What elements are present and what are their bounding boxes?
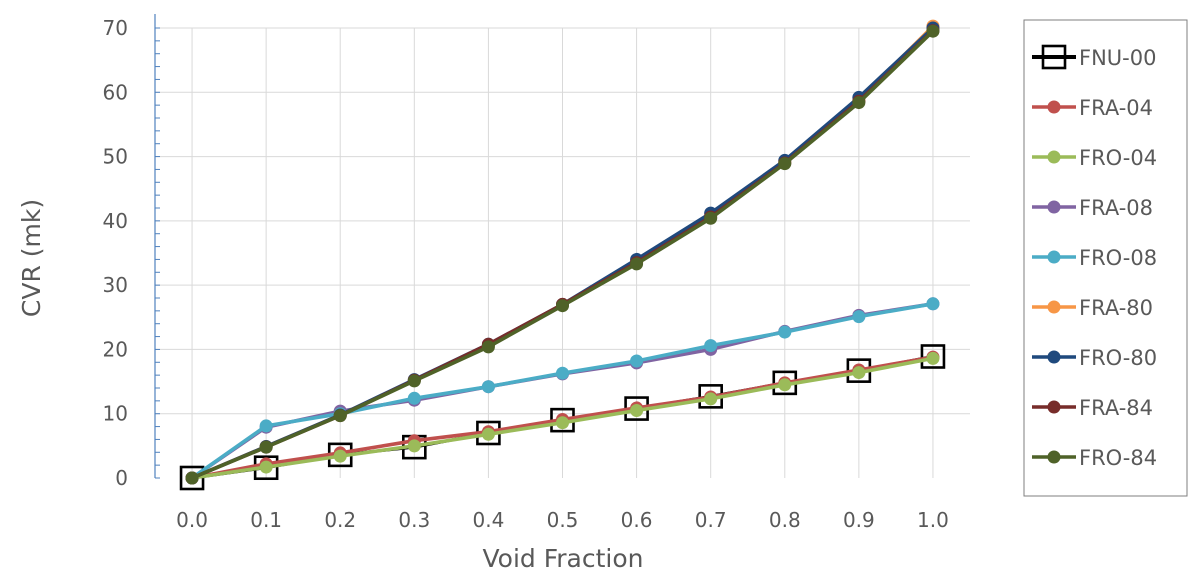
data-point bbox=[704, 211, 718, 225]
data-point bbox=[556, 416, 569, 430]
data-point bbox=[556, 299, 569, 313]
data-point bbox=[407, 391, 421, 405]
y-tick-label: 0 bbox=[115, 466, 128, 490]
legend-marker bbox=[1047, 350, 1061, 364]
data-point bbox=[481, 380, 495, 394]
data-point bbox=[259, 419, 273, 433]
x-tick-label: 0.0 bbox=[176, 508, 208, 532]
legend-marker bbox=[1041, 44, 1067, 70]
y-tick-label: 60 bbox=[103, 80, 128, 104]
series-fro-08 bbox=[185, 297, 940, 485]
data-point bbox=[259, 440, 273, 454]
grid-lines bbox=[155, 27, 970, 478]
data-point bbox=[926, 297, 940, 311]
series-lines bbox=[179, 19, 946, 491]
legend-label: FRA-84 bbox=[1079, 396, 1153, 420]
data-point bbox=[926, 351, 940, 365]
legend-label: FRA-08 bbox=[1079, 196, 1153, 220]
data-point bbox=[920, 344, 946, 369]
data-point bbox=[630, 354, 644, 368]
x-tick-label: 0.2 bbox=[324, 508, 356, 532]
legend-item-fnu-00: FNU-00 bbox=[1032, 44, 1156, 70]
data-point bbox=[630, 257, 644, 271]
legend-label: FRO-08 bbox=[1079, 246, 1157, 270]
x-tick-label: 0.4 bbox=[473, 508, 505, 532]
data-point bbox=[259, 460, 273, 474]
data-point bbox=[926, 24, 940, 38]
x-tick-labels: 0.0 0.1 0.2 0.3 0.4 0.5 0.6 0.7 0.8 0.9 1.0 bbox=[176, 508, 949, 532]
data-point bbox=[704, 339, 718, 353]
y-tick-label: 50 bbox=[103, 145, 128, 169]
legend-marker bbox=[1047, 150, 1061, 164]
y-tick-label: 10 bbox=[103, 402, 128, 426]
legend-label: FRA-80 bbox=[1079, 296, 1153, 320]
x-tick-label: 0.9 bbox=[843, 508, 875, 532]
data-point bbox=[407, 374, 421, 388]
legend-marker bbox=[1047, 200, 1061, 214]
data-point bbox=[556, 366, 569, 380]
legend-marker bbox=[1047, 300, 1061, 314]
data-point bbox=[333, 409, 347, 423]
x-tick-label: 0.8 bbox=[769, 508, 801, 532]
series-fro-84 bbox=[185, 24, 940, 485]
legend-label: FRO-80 bbox=[1079, 346, 1157, 370]
legend-label: FNU-00 bbox=[1079, 46, 1156, 70]
legend-item-fro-08: FRO-08 bbox=[1032, 246, 1157, 270]
legend-item-fro-84: FRO-84 bbox=[1032, 446, 1157, 470]
data-point bbox=[407, 439, 421, 453]
data-point bbox=[852, 310, 866, 324]
x-tick-label: 0.3 bbox=[398, 508, 430, 532]
y-tick-label: 20 bbox=[103, 337, 128, 361]
data-point bbox=[481, 427, 495, 441]
legend-label: FRO-84 bbox=[1079, 446, 1157, 470]
legend-item-fro-80: FRO-80 bbox=[1032, 346, 1157, 370]
legend-marker bbox=[1047, 450, 1061, 464]
legend-marker bbox=[1047, 400, 1061, 414]
legend-item-fra-08: FRA-08 bbox=[1032, 196, 1153, 220]
legend-label: FRO-04 bbox=[1079, 146, 1157, 170]
x-tick-label: 1.0 bbox=[917, 508, 949, 532]
data-point bbox=[852, 96, 866, 110]
y-axis-title: CVR (mk) bbox=[17, 199, 46, 317]
data-point bbox=[778, 325, 792, 339]
x-tick-label: 0.1 bbox=[250, 508, 282, 532]
y-tick-label: 40 bbox=[103, 209, 128, 233]
x-tick-label: 0.6 bbox=[621, 508, 653, 532]
y-tick-labels: 0 10 20 30 40 50 60 70 bbox=[103, 16, 128, 490]
y-tick-label: 30 bbox=[103, 273, 128, 297]
legend-item-fra-84: FRA-84 bbox=[1032, 396, 1153, 420]
data-point bbox=[778, 378, 792, 392]
legend-item-fra-04: FRA-04 bbox=[1032, 96, 1153, 120]
data-point bbox=[704, 392, 718, 406]
x-tick-label: 0.7 bbox=[695, 508, 727, 532]
data-point bbox=[333, 449, 347, 463]
legend-marker bbox=[1047, 100, 1061, 114]
x-axis-title: Void Fraction bbox=[482, 544, 643, 573]
data-point bbox=[185, 471, 199, 485]
data-point bbox=[481, 340, 495, 354]
data-point bbox=[852, 366, 866, 380]
legend-marker bbox=[1047, 250, 1061, 264]
legend-item-fra-80: FRA-80 bbox=[1032, 296, 1153, 320]
y-tick-label: 70 bbox=[103, 16, 128, 40]
legend-label: FRA-04 bbox=[1079, 96, 1153, 120]
legend-item-fro-04: FRO-04 bbox=[1032, 146, 1157, 170]
axes bbox=[154, 14, 160, 479]
x-tick-label: 0.5 bbox=[547, 508, 579, 532]
data-point bbox=[778, 157, 792, 171]
data-point bbox=[630, 404, 644, 417]
legend: FNU-00 FRA-04 FRO-04 FRA-08 FRO-08 FRA-80 FRO-… bbox=[1023, 19, 1188, 497]
